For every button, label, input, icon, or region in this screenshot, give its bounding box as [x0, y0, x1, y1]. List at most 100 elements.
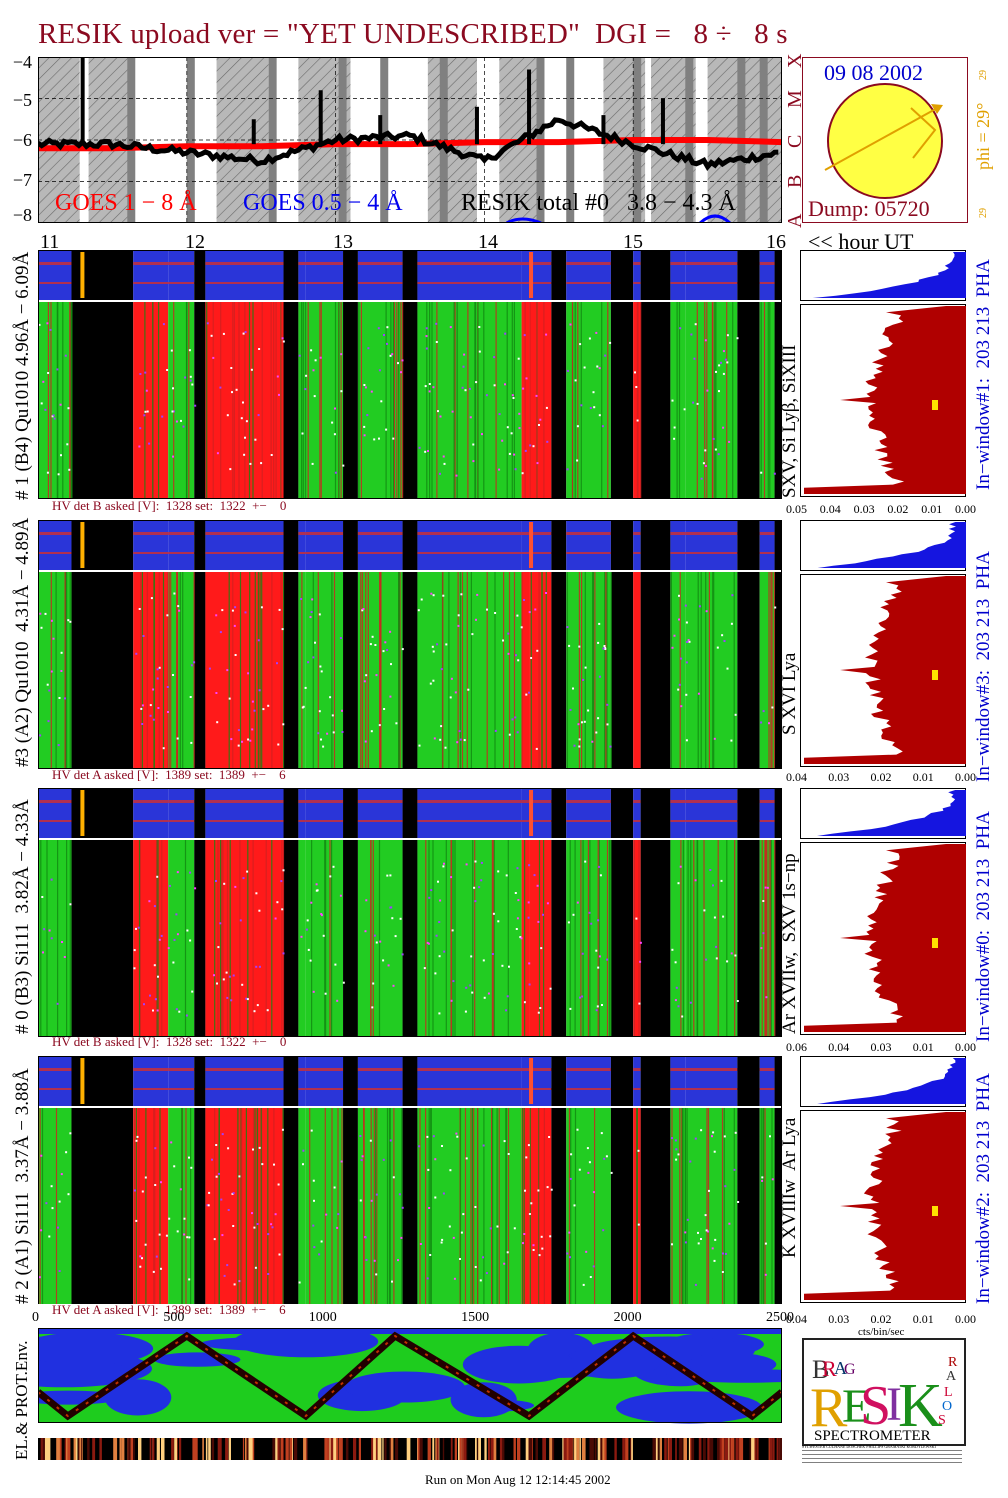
logo-letter: I: [886, 1378, 902, 1431]
spectrogram-speckle: [540, 947, 543, 950]
spectrogram-speckle: [637, 1149, 640, 1152]
pha-strip-line: [298, 552, 306, 554]
spectrogram-column: [737, 302, 760, 498]
env-colorbar-tick: [657, 1438, 659, 1460]
env-colorbar-tick: [174, 1438, 178, 1460]
spectrogram-column: [610, 572, 634, 768]
spectrogram-speckle: [444, 746, 447, 749]
spectrogram-speckle: [482, 1256, 484, 1259]
spectrogram-speckle: [514, 892, 517, 894]
spectrogram-speckle: [438, 1012, 441, 1015]
pha-strip-line: [168, 820, 195, 822]
spectrogram-speckle: [67, 1193, 70, 1196]
env-colorbar-tick: [655, 1438, 658, 1460]
env-colorbar-tick: [382, 1438, 384, 1460]
spectrogram-speckle: [50, 619, 53, 622]
spectrogram-streak: [176, 572, 178, 768]
spectrogram-speckle: [331, 421, 334, 424]
spectrogram-speckle: [697, 1231, 699, 1234]
spectrogram-speckle: [635, 386, 638, 388]
tick: 2500: [765, 1310, 794, 1325]
goes-1-8-series: [38, 137, 782, 152]
spectrogram-speckle: [761, 1176, 764, 1179]
logo-letter: S: [860, 1375, 891, 1437]
spectrogram-speckle: [523, 334, 526, 337]
pha-strip-column: [566, 1056, 611, 1106]
spectrogram-streak: [766, 840, 768, 1036]
spectrogram-column: [283, 840, 299, 1036]
spectrogram-speckle: [401, 1206, 404, 1209]
spectrogram-streak: [491, 1108, 493, 1304]
spectrogram-speckle: [60, 454, 62, 457]
spectrogram-column: [640, 572, 671, 768]
spectrogram-speckle: [341, 709, 343, 712]
spectrogram-speckle: [532, 1244, 535, 1247]
spectrogram-speckle: [157, 707, 160, 709]
spectrogram-streak: [161, 840, 163, 1036]
spectrogram-speckle: [365, 674, 368, 677]
spectrogram-column: [529, 1108, 552, 1304]
env-flux-region: [104, 1379, 172, 1416]
spectrogram-speckle: [541, 1247, 544, 1250]
in-window-label: In−window#3: 203 213 PHA: [973, 551, 994, 782]
spectrogram-speckle: [184, 376, 187, 379]
spectrogram-streak: [168, 572, 170, 768]
env-flux-region: [450, 1382, 517, 1418]
pha-strip-column: [640, 250, 671, 300]
spectrogram-speckle: [257, 414, 260, 417]
spectrogram-streak: [254, 1108, 256, 1304]
spectrogram-streak: [186, 302, 188, 498]
spectrogram-speckle: [234, 885, 237, 888]
spectrogram-speckle: [581, 721, 583, 724]
spectrogram-speckle: [716, 646, 719, 649]
spectrogram-speckle: [507, 1153, 510, 1155]
spectrogram-speckle: [281, 337, 284, 340]
tick: 2000: [613, 1310, 642, 1325]
window-marker: [932, 400, 938, 410]
spectrogram-speckle: [238, 1280, 241, 1283]
spectrogram-speckle: [258, 348, 261, 350]
spectrogram-speckle: [227, 1209, 230, 1211]
spectrogram-speckle: [685, 739, 688, 742]
pha-strip-line: [305, 800, 344, 803]
pha-strip-column: [38, 1056, 72, 1106]
spectrogram-speckle: [418, 446, 421, 449]
spectrogram-speckle: [156, 875, 159, 878]
window-marker: [932, 1206, 938, 1216]
pha-strip-line: [685, 800, 738, 803]
spectrogram-speckle: [435, 934, 438, 937]
spectrogram-streak: [464, 1108, 467, 1304]
spectrogram-column: [610, 840, 634, 1036]
spectrogram-speckle: [267, 1233, 270, 1236]
spectrogram-speckle: [450, 999, 453, 1002]
pha-strip-line: [417, 262, 522, 265]
spectrogram-speckle: [572, 913, 575, 916]
spectrogram-streak: [402, 302, 404, 498]
env-colorbar-tick: [562, 1438, 564, 1460]
pha-strip-line: [357, 820, 403, 822]
spectrogram-speckle: [188, 1236, 191, 1239]
spectrogram-column: [194, 1108, 206, 1304]
spectrogram-speckle: [694, 1283, 697, 1286]
spectrogram-speckle: [375, 941, 378, 944]
pha-strip-line: [670, 800, 686, 803]
spectrogram-speckle: [771, 706, 774, 709]
spectrogram-speckle: [595, 1009, 598, 1012]
pha-strip-column: [640, 1056, 671, 1106]
spectrogram-speckle: [377, 327, 380, 330]
spectrogram-speckle: [176, 737, 179, 740]
logo-letter: R: [948, 1355, 958, 1370]
spectrogram-streak: [138, 840, 141, 1036]
spectrogram-speckle: [374, 644, 377, 646]
env-colorbar-tick: [501, 1438, 505, 1460]
spectrogram-speckle: [603, 1157, 606, 1160]
spectrogram-speckle: [580, 404, 583, 407]
spectrogram-streak: [252, 1108, 255, 1304]
spectrogram-speckle: [185, 1014, 188, 1017]
env-colorbar-tick: [138, 1438, 142, 1460]
spectrogram-streak: [523, 1108, 525, 1304]
spectrogram-speckle: [213, 974, 215, 977]
spectrogram-speckle: [260, 462, 263, 465]
spectrogram-speckle: [697, 692, 700, 695]
spectrogram-streak: [265, 840, 267, 1036]
